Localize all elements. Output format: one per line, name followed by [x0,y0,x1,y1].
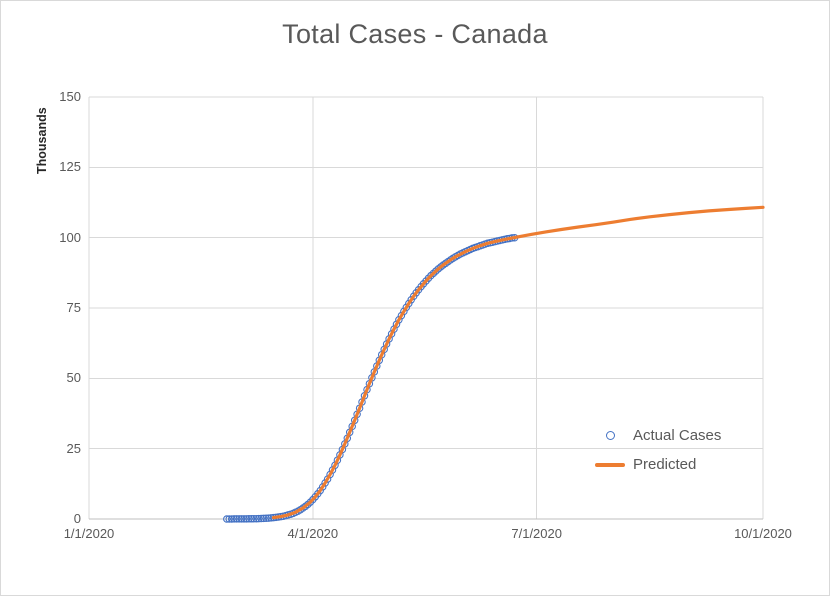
actual-cases-marker [252,514,261,523]
legend-item-actual-cases: Actual Cases [593,421,721,450]
actual-cases-marker [262,514,270,522]
actual-cases-marker [237,515,246,523]
actual-cases-marker [318,483,327,491]
chart-title: Total Cases - Canada [282,19,548,49]
actual-cases-marker [259,514,268,523]
actual-cases-marker [247,515,256,523]
actual-cases-marker [405,299,413,308]
actual-cases-marker [240,515,248,523]
y-tick-label: 125 [59,159,81,175]
actual-cases-marker [250,514,258,523]
legend-item-predicted: Predicted [593,450,721,479]
y-tick-label: 100 [59,229,81,245]
actual-cases-marker [432,267,440,275]
predicted-line [271,205,765,520]
y-tick-label: 75 [66,300,81,315]
actual-cases-marker [223,515,231,523]
actual-cases-marker [242,515,251,523]
x-tick-label: 10/1/2020 [734,526,792,541]
actual-cases-marker [264,514,273,522]
actual-cases-marker [402,303,411,312]
legend-label-actual-cases: Actual Cases [633,427,722,444]
y-tick-label: 0 [73,511,81,526]
x-tick-label: 1/1/2020 [63,526,115,541]
actual-cases-marker [429,269,438,278]
predicted-line-icon [595,462,625,467]
actual-cases-marker [235,515,243,523]
actual-cases-marker [316,486,324,495]
actual-cases-marker [397,311,406,320]
actual-cases-marker [321,479,329,487]
legend-swatch [593,431,627,440]
actual-cases-marker [301,502,310,511]
actual-cases-marker [232,515,241,523]
legend-label-predicted: Predicted [633,456,697,473]
legend-swatch [593,462,627,467]
actual-cases-marker [304,500,312,509]
actual-cases-marker [230,515,238,523]
y-tick-label: 50 [66,370,81,386]
actual-cases-marker [400,307,408,316]
y-tick-label: 25 [66,440,81,456]
actual-cases-marker-icon [605,431,615,440]
actual-cases-marker [306,498,315,506]
actual-cases-marker [254,514,263,523]
x-tick-label: 4/1/2020 [287,526,339,541]
y-tick-label: 150 [59,89,81,104]
actual-cases-marker [437,263,445,271]
legend: Actual Cases Predicted [593,421,721,479]
actual-cases-marker [227,515,236,523]
actual-cases-marker [427,271,435,280]
actual-cases-marker [225,515,233,523]
actual-cases-marker [257,514,265,523]
x-tick-label: 7/1/2020 [511,526,562,541]
actual-cases-marker [245,515,253,523]
